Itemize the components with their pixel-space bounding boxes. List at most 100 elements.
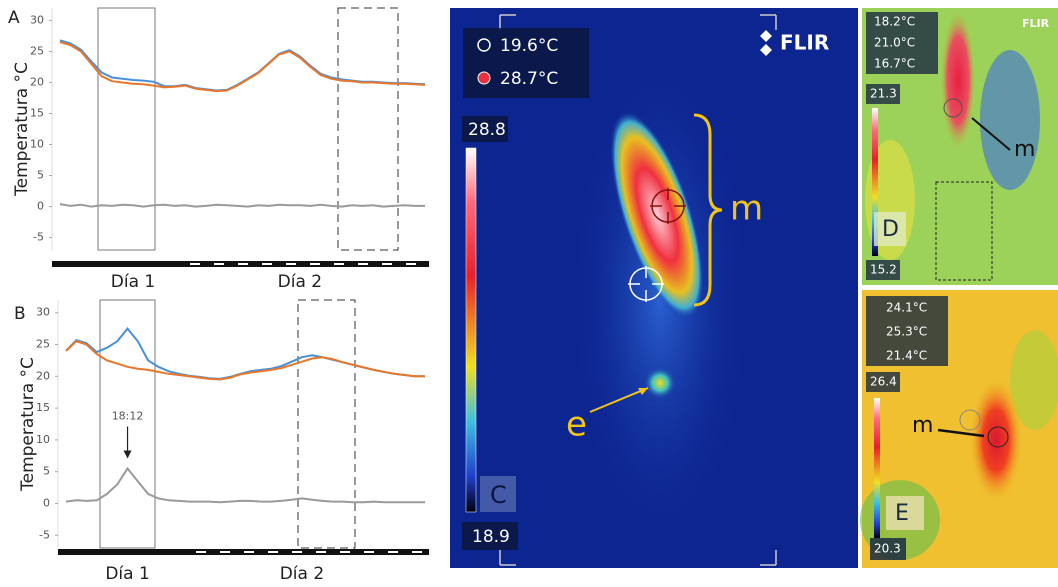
scale-max: 26.4 [870, 375, 897, 389]
label-box [886, 496, 924, 530]
panel-label: B [14, 304, 26, 324]
y-tick-label: -5 [39, 528, 50, 541]
scale-box [866, 372, 900, 392]
thermal-panel-c: 19.6°C 28.7°C FLIR 28.8 C 18.9 m e [450, 8, 858, 568]
label-box [480, 476, 516, 512]
logo-icon [760, 30, 772, 56]
series-line [59, 41, 426, 93]
x-tick-label: Día 2 [278, 272, 322, 292]
y-axis-label: Temperatura °C [12, 62, 32, 197]
crosshair [650, 188, 686, 224]
region-box [935, 181, 993, 281]
color-bar [872, 108, 878, 256]
series-line [59, 203, 425, 208]
logo: FLIR [780, 31, 829, 55]
label-box [874, 212, 906, 246]
y-axis-label: Temperatura °C [18, 357, 38, 492]
hot-spot [970, 378, 1022, 502]
glow [570, 50, 750, 550]
arrow-head [638, 388, 648, 395]
annotation: m [912, 413, 933, 438]
marker-temp: 19.6°C [500, 36, 558, 56]
cool-area [1010, 330, 1058, 430]
marker-temp: 21.4°C [886, 349, 927, 363]
marker-temp: 16.7°C [874, 57, 915, 71]
scale-box [462, 116, 508, 142]
y-tick-label: 10 [30, 138, 44, 151]
marker-circle [959, 409, 981, 431]
scale-box [866, 260, 900, 280]
time-window [297, 299, 356, 549]
y-tick-label: 25 [30, 44, 44, 57]
time-window [99, 299, 156, 549]
hot-spot [644, 367, 676, 399]
arrow [971, 117, 1011, 151]
brace [693, 113, 723, 307]
crosshair [628, 266, 664, 302]
y-tick-label: 5 [37, 169, 44, 182]
color-bar [874, 398, 880, 538]
line-chart: -5 0 5 10 15 20 25 30 A Temperatura °C Día 1 Día 2 [8, 7, 429, 292]
arrow [937, 428, 985, 438]
y-tick-label: 15 [36, 401, 50, 414]
marker-temp: 21.0°C [874, 36, 915, 50]
y-tick-label: 30 [36, 306, 50, 319]
scale-min: 15.2 [870, 263, 897, 277]
annotation-arrow-head [123, 450, 132, 459]
marker-temp: 18.2°C [874, 15, 915, 29]
x-tick-label: Día 1 [105, 564, 149, 584]
color-bar [465, 147, 477, 513]
hot-spot [940, 8, 976, 152]
x-tick-label: Día 2 [280, 564, 324, 584]
frame-corners [499, 14, 777, 566]
time-window [97, 7, 156, 251]
y-tick-label: 25 [36, 338, 50, 351]
marker-box [866, 296, 948, 366]
y-tick-label: 0 [37, 200, 44, 213]
scale-box [462, 522, 518, 550]
series-line [65, 340, 425, 381]
timeline [58, 549, 429, 555]
y-tick-label: 0 [43, 496, 50, 509]
scale-box [866, 84, 900, 104]
panel-label: D [882, 217, 899, 242]
scale-box [870, 538, 906, 560]
y-tick-label: 5 [43, 465, 50, 478]
x-tick-label: Día 1 [111, 272, 155, 292]
series-line [65, 466, 425, 504]
y-tick-label: 20 [30, 75, 44, 88]
annotation: e [566, 405, 587, 445]
marker-temp: 28.7°C [500, 69, 558, 89]
panel-label: E [895, 501, 909, 526]
line-chart: -5 0 5 10 15 20 25 30 B Temperatura °C Día 1 Día 2 1… [14, 299, 429, 584]
scale-max: 28.8 [468, 120, 506, 140]
marker-icon [477, 38, 491, 52]
marker-icon [477, 71, 491, 85]
series-line [65, 327, 425, 380]
y-tick-label: 10 [36, 433, 50, 446]
hot-spot [610, 111, 704, 319]
y-tick-label: 30 [30, 13, 44, 26]
marker-circle [943, 98, 963, 118]
scale-max: 21.3 [870, 87, 897, 101]
y-tick-label: 15 [30, 106, 44, 119]
scale-min: 20.3 [874, 542, 901, 556]
time-window [337, 7, 399, 251]
marker-box [866, 12, 938, 74]
annotation: m [730, 189, 763, 229]
y-tick-label: 20 [36, 369, 50, 382]
panel-label: C [490, 481, 507, 509]
annotation: m [1014, 137, 1035, 162]
panel-label: A [8, 8, 20, 28]
y-tick-label: -5 [33, 231, 44, 244]
logo: FLIR [1022, 17, 1050, 30]
scale-min: 18.9 [472, 527, 510, 547]
thermal-panel-e: 24.1°C 25.3°C 21.4°C 26.4 E 20.3 m [860, 290, 1058, 568]
marker-temp: 24.1°C [886, 301, 927, 315]
marker-temp: 25.3°C [886, 325, 927, 339]
annotation: 18:12 [112, 410, 144, 423]
marker-circle [987, 426, 1009, 448]
thermal-panel-d: 18.2°C 21.0°C 16.7°C FLIR 21.3 D 15.2 m [862, 8, 1058, 285]
cool-area [980, 50, 1040, 190]
